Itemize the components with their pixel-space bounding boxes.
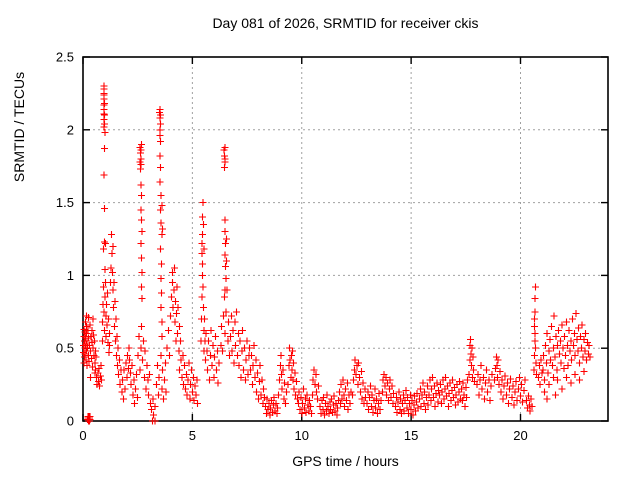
y-tick-label: 0.5 [56, 341, 74, 356]
y-tick-label: 2.5 [56, 50, 74, 65]
x-tick-label: 5 [189, 428, 196, 443]
plot-frame [82, 56, 609, 422]
chart-title: Day 081 of 2026, SRMTID for receiver cki… [212, 15, 479, 31]
x-tick-label: 0 [79, 428, 86, 443]
x-tick-label: 15 [404, 428, 418, 443]
y-tick-label: 0 [67, 414, 74, 429]
y-tick-label: 1.5 [56, 195, 74, 210]
y-tick-label: 1 [67, 268, 74, 283]
x-axis-label: GPS time / hours [292, 453, 399, 469]
x-tick-label: 10 [295, 428, 309, 443]
x-tick-label: 20 [513, 428, 527, 443]
y-axis-label: SRMTID / TECUs [11, 71, 27, 183]
y-tick-label: 2 [67, 122, 74, 137]
scatter-points [80, 82, 594, 425]
